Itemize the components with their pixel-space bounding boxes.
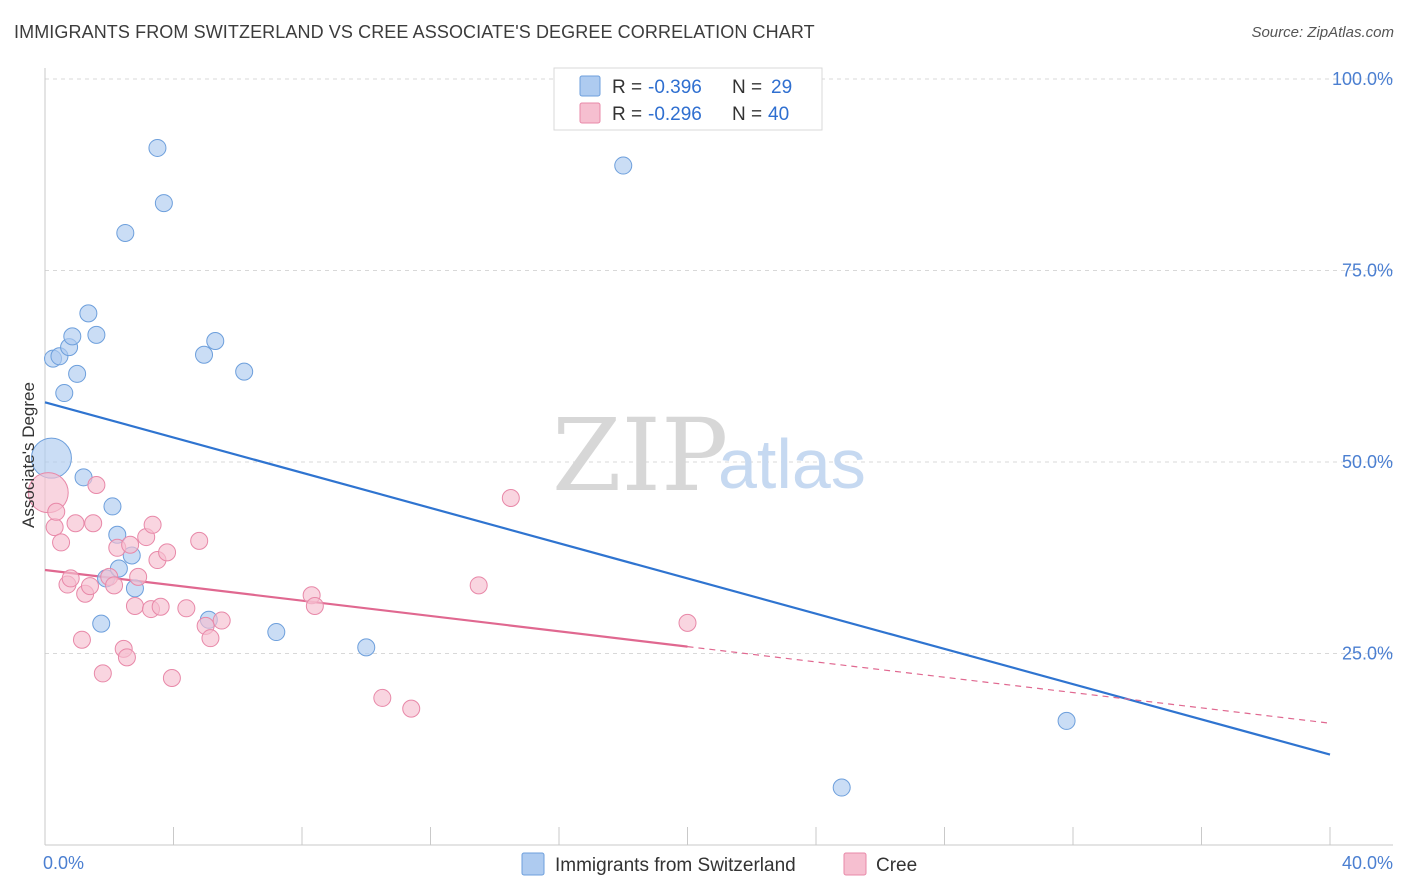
data-point — [235, 362, 254, 381]
data-point — [158, 543, 177, 562]
data-point — [116, 223, 135, 242]
data-point — [201, 629, 220, 648]
y-tick-label: 100.0% — [1332, 69, 1393, 89]
data-point — [402, 699, 421, 718]
legend-n-label-switzerland: N = — [732, 77, 762, 98]
bottom-legend-label-switzerland: Immigrants from Switzerland — [555, 855, 796, 876]
watermark-zip: ZIP — [552, 397, 728, 514]
y-tick-label: 25.0% — [1342, 644, 1393, 664]
bottom-legend-swatch-switzerland — [521, 852, 545, 876]
data-point — [305, 597, 324, 616]
data-point — [267, 623, 286, 642]
data-point — [103, 497, 122, 516]
data-point — [55, 384, 74, 403]
legend-swatch-switzerland — [579, 75, 601, 97]
data-point — [614, 156, 633, 175]
legend-n-value-cree: 40 — [768, 104, 789, 125]
bottom-legend-swatch-cree — [843, 852, 867, 876]
chart-title: IMMIGRANTS FROM SWITZERLAND VS CREE ASSO… — [14, 22, 815, 42]
trend-line-0 — [44, 401, 1331, 756]
watermark: ZIP atlas — [552, 397, 866, 514]
legend-n-value-switzerland: 29 — [771, 77, 792, 98]
data-point — [832, 778, 851, 797]
data-point — [61, 569, 80, 588]
y-tick-label: 75.0% — [1342, 261, 1393, 281]
data-point — [121, 535, 140, 554]
data-point — [87, 325, 106, 344]
source-text: Source: ZipAtlas.com — [1251, 24, 1394, 41]
data-point — [52, 533, 71, 552]
y-axis-title: Associate's Degree — [19, 382, 38, 528]
data-point — [190, 531, 209, 550]
data-point — [93, 664, 112, 683]
data-point — [212, 611, 231, 630]
data-point — [72, 630, 91, 649]
data-point — [154, 194, 173, 213]
data-point — [195, 345, 214, 364]
data-point — [501, 489, 520, 508]
data-point — [143, 515, 162, 534]
data-point — [66, 514, 85, 533]
data-point — [45, 518, 64, 537]
data-point — [117, 648, 136, 667]
legend-r-value-switzerland: -0.396 — [648, 77, 702, 98]
watermark-atlas: atlas — [718, 425, 866, 503]
x-tick-label: 0.0% — [43, 853, 84, 873]
data-point — [80, 577, 99, 596]
top-legend: R = -0.396 N = 29 R = -0.296 N = 40 — [553, 67, 823, 131]
data-point — [469, 576, 488, 595]
data-point — [151, 597, 170, 616]
points-layer — [27, 138, 1076, 797]
trend-line-dashed-1 — [687, 646, 1331, 724]
bottom-legend: Immigrants from Switzerland Cree — [521, 852, 917, 876]
data-point — [87, 475, 106, 494]
axes-layer: 25.0% 50.0% 75.0% 100.0% 0.0% 40.0% — [43, 68, 1393, 873]
data-point — [105, 576, 124, 595]
trend-layer — [44, 401, 1331, 756]
data-point — [1057, 711, 1076, 730]
data-point — [68, 364, 87, 383]
data-point — [79, 304, 98, 323]
data-point — [84, 514, 103, 533]
data-point — [678, 613, 697, 632]
data-point — [373, 688, 392, 707]
data-point — [92, 614, 111, 633]
legend-swatch-cree — [579, 102, 601, 124]
data-point — [47, 502, 66, 521]
x-tick-label: 40.0% — [1342, 853, 1393, 873]
data-point — [129, 567, 148, 586]
legend-n-label-cree: N = — [732, 104, 762, 125]
data-point — [63, 327, 82, 346]
data-point — [125, 597, 144, 616]
y-tick-label: 50.0% — [1342, 452, 1393, 472]
data-point — [162, 669, 181, 688]
data-point — [148, 138, 167, 157]
trend-line-1 — [44, 568, 688, 648]
legend-r-label-switzerland: R = — [612, 77, 642, 98]
data-point — [206, 331, 225, 350]
legend-r-value-cree: -0.296 — [648, 104, 702, 125]
data-point — [177, 599, 196, 618]
legend-r-label-cree: R = — [612, 104, 642, 125]
bottom-legend-label-cree: Cree — [876, 855, 917, 876]
data-point — [357, 638, 376, 657]
